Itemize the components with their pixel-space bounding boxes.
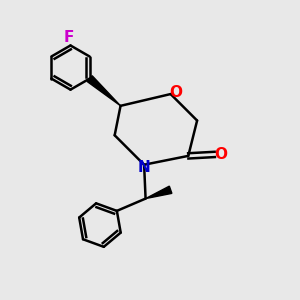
Text: F: F [64, 30, 74, 45]
Text: O: O [214, 147, 227, 162]
Polygon shape [146, 186, 172, 199]
Text: O: O [169, 85, 182, 100]
Text: N: N [138, 160, 151, 175]
Polygon shape [87, 76, 121, 106]
